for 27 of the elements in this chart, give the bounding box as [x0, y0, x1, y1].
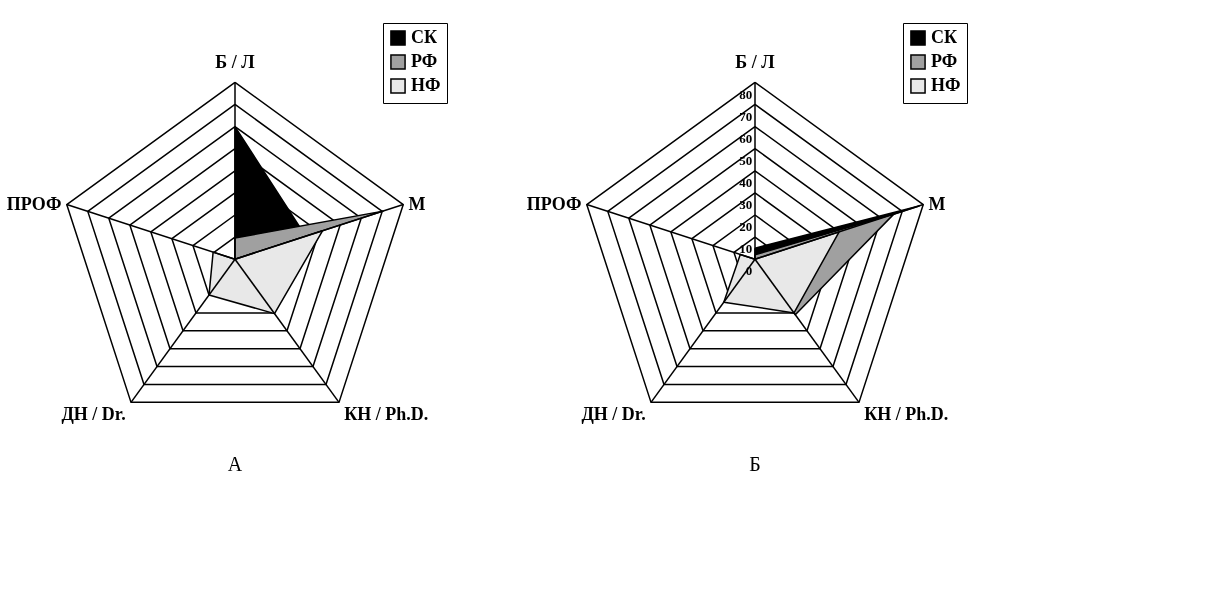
legend-label: РФ	[411, 51, 438, 71]
y-tick-label: 50	[739, 152, 753, 168]
spoke-label: Б / Л	[215, 51, 256, 72]
text: Б	[749, 453, 761, 475]
spoke-label: КН / Ph.D.	[344, 403, 429, 424]
spoke-label: КН / Ph.D.	[864, 403, 949, 424]
legend-label: СК	[931, 27, 958, 47]
y-tick-label: 10	[739, 241, 753, 257]
legend-label: СК	[411, 27, 438, 47]
spoke-label: Б / Л	[735, 51, 776, 72]
y-tick-label: 60	[739, 130, 753, 146]
legend-label: РФ	[931, 51, 958, 71]
y-tick-label: 0	[745, 263, 753, 279]
spoke-label: ПРОФ	[6, 193, 62, 214]
y-tick-label: 40	[739, 174, 753, 190]
legend-label: НФ	[411, 75, 441, 95]
y-tick-label: 80	[739, 86, 753, 102]
spoke-label: М	[408, 193, 426, 214]
spoke-label: М	[928, 193, 946, 214]
text: А	[227, 453, 243, 475]
y-tick-label: 30	[739, 197, 753, 213]
spoke-label: ДН / Dr.	[61, 403, 126, 424]
spoke-label: ПРОФ	[526, 193, 582, 214]
legend-label: НФ	[931, 75, 961, 95]
y-tick-label: 20	[739, 219, 753, 235]
y-tick-label: 70	[739, 108, 753, 124]
spoke-label: ДН / Dr.	[581, 403, 646, 424]
